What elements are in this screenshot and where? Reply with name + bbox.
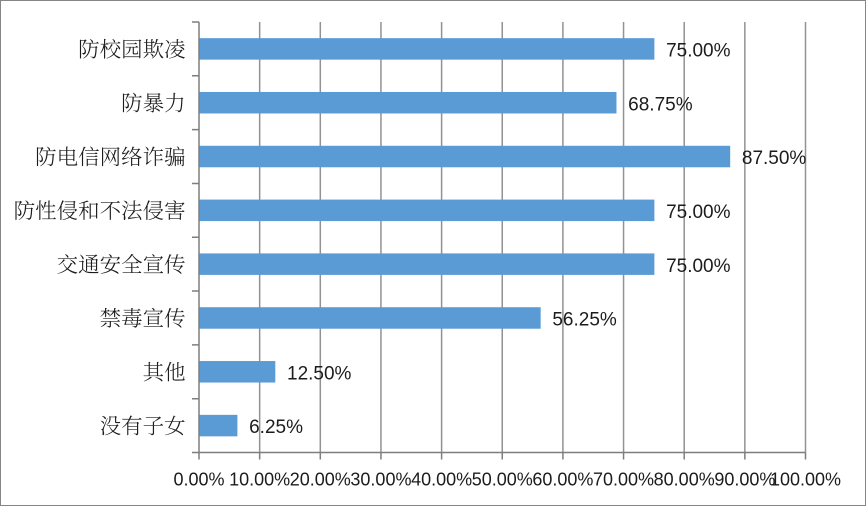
svg-text:68.75%: 68.75% <box>628 94 693 115</box>
svg-text:70.00%: 70.00% <box>593 469 654 489</box>
svg-text:75.00%: 75.00% <box>666 256 731 277</box>
svg-text:50.00%: 50.00% <box>472 469 533 489</box>
svg-text:12.50%: 12.50% <box>287 363 352 384</box>
svg-text:80.00%: 80.00% <box>654 469 715 489</box>
svg-text:6.25%: 6.25% <box>249 417 303 438</box>
svg-text:75.00%: 75.00% <box>666 41 731 62</box>
svg-text:60.00%: 60.00% <box>532 469 593 489</box>
svg-text:100.00%: 100.00% <box>770 469 841 489</box>
svg-text:90.00%: 90.00% <box>714 469 775 489</box>
svg-text:56.25%: 56.25% <box>552 310 617 331</box>
svg-text:10.00%: 10.00% <box>229 469 290 489</box>
svg-text:87.50%: 87.50% <box>742 148 807 169</box>
svg-text:0.00%: 0.00% <box>173 469 224 489</box>
svg-text:40.00%: 40.00% <box>411 469 472 489</box>
svg-text:30.00%: 30.00% <box>350 469 411 489</box>
svg-text:20.00%: 20.00% <box>290 469 351 489</box>
svg-text:75.00%: 75.00% <box>666 202 731 223</box>
